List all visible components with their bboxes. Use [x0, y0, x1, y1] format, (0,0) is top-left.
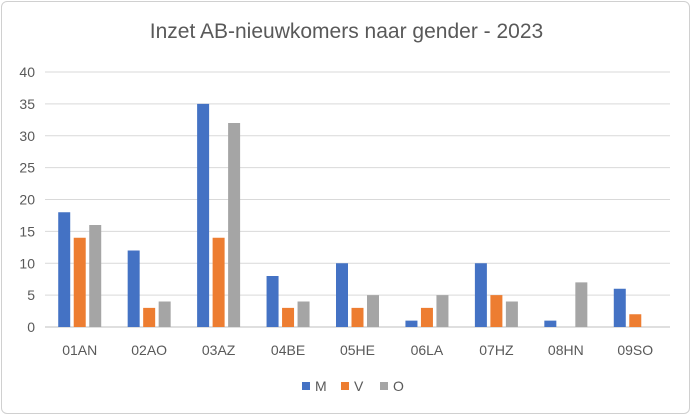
legend-label-o: O	[393, 378, 404, 394]
bar-v	[351, 307, 364, 327]
bar-v	[73, 237, 86, 327]
x-tick-label: 03AZ	[202, 342, 236, 358]
y-tick-label: 25	[19, 160, 35, 176]
bar-o	[505, 301, 518, 327]
bar-o	[158, 301, 171, 327]
bar-m	[197, 103, 210, 327]
y-tick-label: 10	[19, 255, 35, 271]
bar-m	[266, 276, 279, 327]
bar-m	[613, 288, 626, 327]
bar-o	[228, 123, 241, 327]
x-tick-label: 08HN	[548, 342, 584, 358]
bar-v	[143, 307, 156, 327]
bar-v	[420, 307, 433, 327]
x-tick-label: 09SO	[617, 342, 653, 358]
x-tick-label: 02AO	[131, 342, 167, 358]
chart-title: Inzet AB-nieuwkomers naar gender - 2023	[149, 20, 544, 43]
x-tick-label: 01AN	[62, 342, 97, 358]
legend-swatch-o	[380, 382, 388, 390]
bar-o	[89, 225, 102, 327]
legend-swatch-v	[341, 382, 349, 390]
x-tick-label: 07HZ	[479, 342, 514, 358]
legend-swatch-m	[302, 382, 310, 390]
x-tick-label: 05HE	[340, 342, 375, 358]
x-tick-label: 06LA	[411, 342, 444, 358]
y-tick-label: 5	[27, 287, 35, 303]
bar-m	[336, 263, 348, 327]
y-tick-label: 40	[19, 64, 35, 80]
bar-o	[297, 301, 310, 327]
bar-v	[490, 295, 503, 327]
bar-v	[629, 314, 642, 327]
bar-o	[575, 282, 588, 327]
x-tick-label: 04BE	[271, 342, 305, 358]
bar-o	[436, 295, 449, 327]
bar-m	[544, 320, 557, 327]
bar-o	[367, 295, 379, 327]
y-tick-label: 30	[19, 128, 35, 144]
bar-m	[405, 320, 418, 327]
y-tick-label: 20	[19, 192, 35, 208]
bar-m	[127, 250, 140, 327]
bar-m	[58, 212, 71, 327]
bar-v	[282, 307, 295, 327]
bar-v	[212, 237, 225, 327]
bar-m	[474, 263, 487, 327]
legend-label-v: V	[354, 378, 364, 394]
y-tick-label: 15	[19, 223, 35, 239]
y-tick-label: 0	[27, 319, 35, 335]
legend-label-m: M	[315, 378, 327, 394]
y-tick-label: 35	[19, 96, 35, 112]
